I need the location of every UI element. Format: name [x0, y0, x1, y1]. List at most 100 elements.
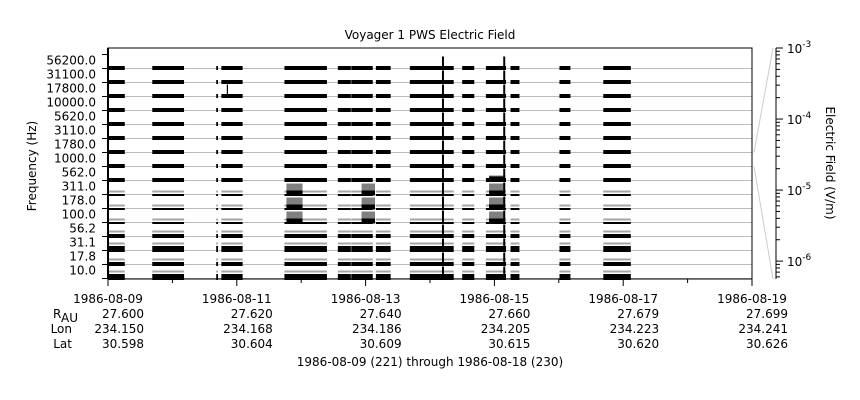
data-segment [337, 94, 351, 98]
colorbar-tick-exponent: -5 [802, 182, 811, 192]
data-segment [462, 150, 475, 154]
data-segment [216, 246, 219, 252]
background-noise [462, 190, 475, 193]
data-segment [216, 80, 219, 84]
r-au-value: 27.640 [360, 307, 402, 321]
enhancement [489, 211, 506, 221]
data-segment [559, 222, 571, 224]
background-noise [485, 242, 507, 245]
data-segment [603, 150, 631, 154]
y-axis-ticks: 56200.031100.017800.010000.05620.03110.0… [46, 54, 108, 279]
data-segment [221, 122, 243, 126]
data-segment [409, 194, 454, 196]
x-axis-ticks [107, 279, 753, 286]
background-noise [284, 190, 327, 193]
data-segment [510, 164, 520, 168]
data-segment [337, 108, 351, 112]
data-segment [216, 262, 219, 266]
enhancement-core [361, 218, 375, 224]
data-segment [462, 108, 475, 112]
enhancement [286, 197, 303, 207]
data-segment [485, 274, 507, 280]
data-segment [462, 66, 475, 70]
background-noise [351, 258, 373, 261]
background-noise [337, 242, 351, 245]
data-segment [216, 122, 219, 126]
x-tick-label: 1986-08-17 [588, 292, 658, 306]
colorbar-tick-exponent: -6 [802, 253, 811, 263]
enhancement-core [489, 190, 506, 196]
data-segment [284, 194, 327, 196]
data-segment [108, 136, 125, 140]
data-segment [152, 208, 185, 210]
background-noise [216, 258, 219, 261]
enhancement-core [489, 204, 506, 210]
background-noise [485, 230, 507, 233]
data-segment [108, 274, 125, 280]
lon-value: 234.223 [610, 322, 660, 336]
data-segment [108, 262, 125, 266]
y-tick-label: 1000.0 [54, 152, 96, 166]
data-segment [559, 246, 571, 252]
background-noise [221, 230, 243, 233]
y-axis-label: Frequency (Hz) [25, 121, 39, 212]
data-segment [462, 222, 475, 224]
data-segment [375, 164, 391, 168]
data-segment [152, 194, 185, 196]
data-segment [409, 246, 454, 252]
data-segment [485, 80, 507, 84]
y-tick-label: 56200.0 [46, 54, 96, 68]
data-segment [337, 122, 351, 126]
data-segment [284, 136, 327, 140]
data-segment [337, 194, 351, 196]
data-segment [216, 178, 219, 182]
data-segment [603, 262, 631, 266]
data-segment [337, 164, 351, 168]
x-tick-label: 1986-08-13 [331, 292, 401, 306]
data-segment [409, 122, 454, 126]
background-noise [603, 204, 631, 207]
enhancement-core [286, 190, 303, 196]
data-segment [559, 234, 571, 238]
data-segment [375, 150, 391, 154]
background-noise [603, 218, 631, 221]
background-noise [559, 242, 571, 245]
data-segment [216, 208, 219, 210]
data-marks [108, 56, 631, 280]
data-segment [485, 246, 507, 252]
data-segment [216, 150, 219, 154]
data-segment [108, 246, 125, 252]
colorbar-tick-label: 10-5 [787, 182, 811, 198]
data-segment [284, 262, 327, 266]
data-segment [409, 164, 454, 168]
data-segment [409, 150, 454, 154]
data-segment [462, 194, 475, 196]
background-noise [462, 242, 475, 245]
data-segment [351, 80, 373, 84]
data-segment [337, 136, 351, 140]
enhancement-core [286, 218, 303, 224]
data-segment [375, 222, 391, 224]
data-segment [485, 262, 507, 266]
data-segment [108, 122, 125, 126]
x-tick-label: 1986-08-11 [202, 292, 272, 306]
data-segment [510, 208, 520, 210]
data-segment [462, 122, 475, 126]
background-noise [221, 270, 243, 273]
data-segment [510, 262, 520, 266]
data-segment [510, 150, 520, 154]
background-noise [510, 270, 520, 273]
data-segment [603, 208, 631, 210]
background-noise [462, 204, 475, 207]
data-segment [462, 178, 475, 182]
data-segment [510, 222, 520, 224]
data-segment [284, 246, 327, 252]
background-noise [559, 258, 571, 261]
background-noise [485, 258, 507, 261]
data-segment [221, 178, 243, 182]
data-segment [152, 274, 185, 280]
background-noise [375, 242, 391, 245]
data-segment [108, 94, 125, 98]
background-noise [108, 242, 125, 245]
colorbar-tick-label: 10-3 [787, 40, 811, 56]
